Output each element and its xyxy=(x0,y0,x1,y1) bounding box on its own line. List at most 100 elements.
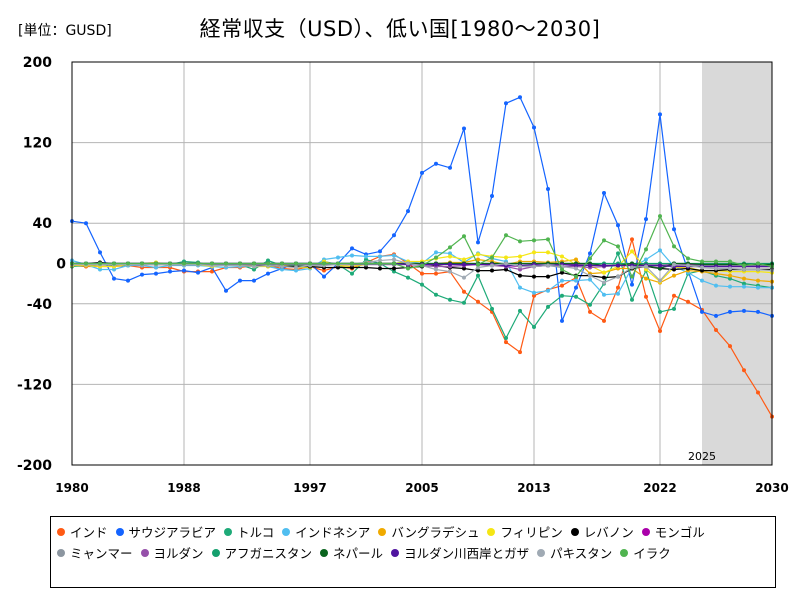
data-point xyxy=(434,250,438,255)
data-point xyxy=(602,275,606,280)
data-point xyxy=(392,266,396,271)
data-point xyxy=(546,304,550,309)
data-point xyxy=(602,190,606,195)
data-point xyxy=(714,266,718,271)
data-point xyxy=(112,261,116,266)
data-point xyxy=(336,261,340,266)
legend-label: イラク xyxy=(633,546,671,561)
data-point xyxy=(350,261,354,266)
data-point xyxy=(560,254,564,259)
data-point xyxy=(574,278,578,283)
data-point xyxy=(448,254,452,259)
data-point xyxy=(644,247,648,252)
data-point xyxy=(714,259,718,264)
data-point xyxy=(742,308,746,313)
y-tick-label: 200 xyxy=(23,55,52,71)
legend-marker xyxy=(320,548,329,557)
data-point xyxy=(742,276,746,281)
data-point xyxy=(476,273,480,278)
data-point xyxy=(630,297,634,302)
data-point xyxy=(448,165,452,170)
legend-label: ヨルダン川西岸とガザ xyxy=(404,546,530,561)
data-point xyxy=(182,261,186,266)
data-point xyxy=(182,268,186,273)
data-point xyxy=(742,267,746,272)
legend-marker xyxy=(487,527,496,536)
data-point xyxy=(714,283,718,288)
unit-label: [単位：GUSD] xyxy=(18,23,112,39)
data-point xyxy=(224,288,228,293)
data-point xyxy=(728,259,732,264)
data-point xyxy=(308,261,312,266)
data-point xyxy=(644,264,648,269)
data-point xyxy=(532,238,536,243)
legend-label: ヨルダン xyxy=(153,546,204,561)
data-point xyxy=(154,271,158,276)
data-point xyxy=(504,336,508,341)
data-point xyxy=(644,217,648,222)
data-point xyxy=(532,324,536,329)
data-point xyxy=(756,267,760,272)
legend-marker xyxy=(211,548,220,557)
data-point xyxy=(448,269,452,274)
data-point xyxy=(126,278,130,283)
data-point xyxy=(476,252,480,257)
legend-item: インド xyxy=(57,521,108,542)
data-point xyxy=(546,250,550,255)
data-point xyxy=(672,244,676,249)
data-point xyxy=(434,262,438,267)
data-point xyxy=(350,265,354,270)
data-point xyxy=(168,269,172,274)
data-point xyxy=(602,292,606,297)
x-tick-label: 1988 xyxy=(167,481,200,495)
legend-marker xyxy=(641,527,650,536)
data-point xyxy=(616,263,620,268)
data-point xyxy=(378,258,382,263)
data-point xyxy=(588,302,592,307)
x-tick-label: 2005 xyxy=(405,481,438,495)
data-point xyxy=(742,263,746,268)
data-point xyxy=(532,125,536,130)
data-point xyxy=(588,256,592,261)
legend-label: ネパール xyxy=(333,546,384,561)
legend-marker xyxy=(391,548,400,557)
data-point xyxy=(392,253,396,258)
data-point xyxy=(406,275,410,280)
data-point xyxy=(322,268,326,273)
legend: インド サウジアラビア トルコ インドネシア バングラデシュ フィリピン レバノン モンゴルミ… xyxy=(50,516,776,588)
data-point xyxy=(686,256,690,261)
data-point xyxy=(728,276,732,281)
data-point xyxy=(714,327,718,332)
legend-item: ヨルダン xyxy=(140,542,204,563)
data-point xyxy=(560,267,564,272)
data-point xyxy=(658,214,662,219)
data-point xyxy=(420,271,424,276)
data-point xyxy=(112,276,116,281)
data-point xyxy=(476,257,480,262)
data-point xyxy=(490,268,494,273)
data-point xyxy=(448,262,452,267)
line-chart: 200 120 40 0 -40 -120 -200 1980 1988 1997 2005 201… xyxy=(17,55,789,495)
data-point xyxy=(252,267,256,272)
data-point xyxy=(574,294,578,299)
data-point xyxy=(560,318,564,323)
data-point xyxy=(462,300,466,305)
legend-label: モンゴル xyxy=(654,525,705,540)
data-point xyxy=(700,259,704,264)
data-point xyxy=(546,237,550,242)
data-point xyxy=(574,266,578,271)
data-point xyxy=(616,251,620,256)
data-point xyxy=(532,274,536,279)
legend-label: インド xyxy=(70,525,108,540)
data-point xyxy=(602,270,606,275)
legend-item: フィリピン xyxy=(487,521,563,542)
data-point xyxy=(644,276,648,281)
y-tick-label: -120 xyxy=(17,377,52,393)
legend-marker xyxy=(537,548,546,557)
data-point xyxy=(742,284,746,289)
data-point xyxy=(518,285,522,290)
data-point xyxy=(630,265,634,270)
legend-item: バングラデシュ xyxy=(378,521,479,542)
data-point xyxy=(364,257,368,262)
data-point xyxy=(672,267,676,272)
